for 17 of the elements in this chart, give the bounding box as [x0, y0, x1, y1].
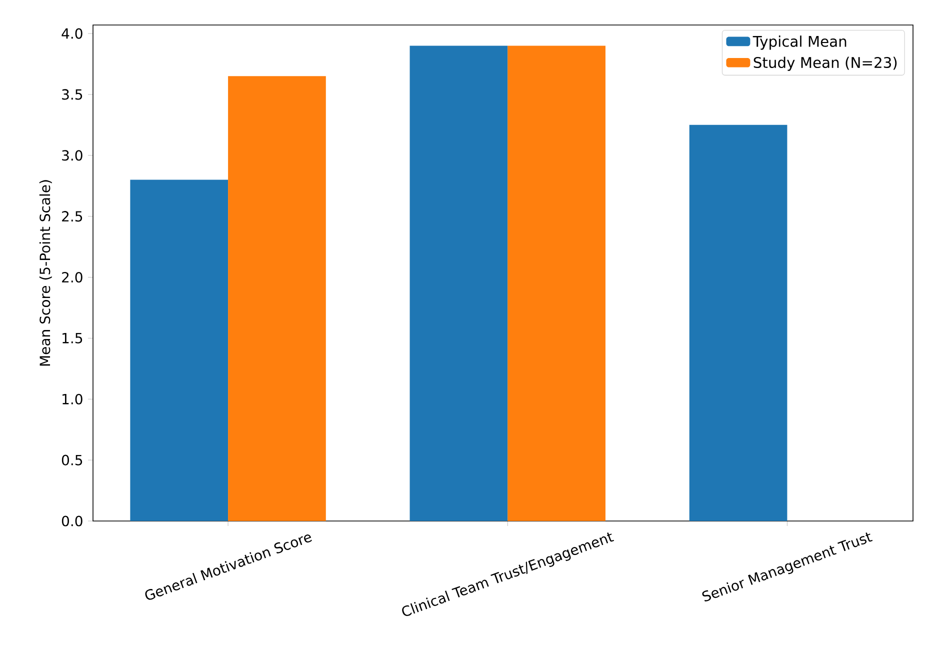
legend-label: Typical Mean	[752, 36, 846, 50]
y-tick-label: 3.0	[62, 150, 82, 161]
legend-label: Study Mean (N=23)	[754, 56, 897, 71]
y-tick-label: 0.5	[62, 454, 82, 466]
bar	[228, 76, 326, 521]
y-axis-title: Mean Score (5-Point Scale)	[39, 180, 52, 366]
y-tick-label: 2.5	[62, 211, 82, 222]
y-tick-label: 4.0	[62, 28, 82, 39]
bar	[508, 46, 606, 521]
y-tick-label: 1.5	[62, 333, 82, 344]
bar	[689, 124, 788, 521]
y-tick-label: 1.0	[62, 394, 82, 404]
y-tick-label: 3.5	[62, 89, 82, 100]
y-tick-label: 0.0	[62, 516, 82, 526]
bar	[130, 180, 228, 521]
bar	[410, 46, 508, 521]
y-tick-label: 2.0	[62, 272, 82, 283]
